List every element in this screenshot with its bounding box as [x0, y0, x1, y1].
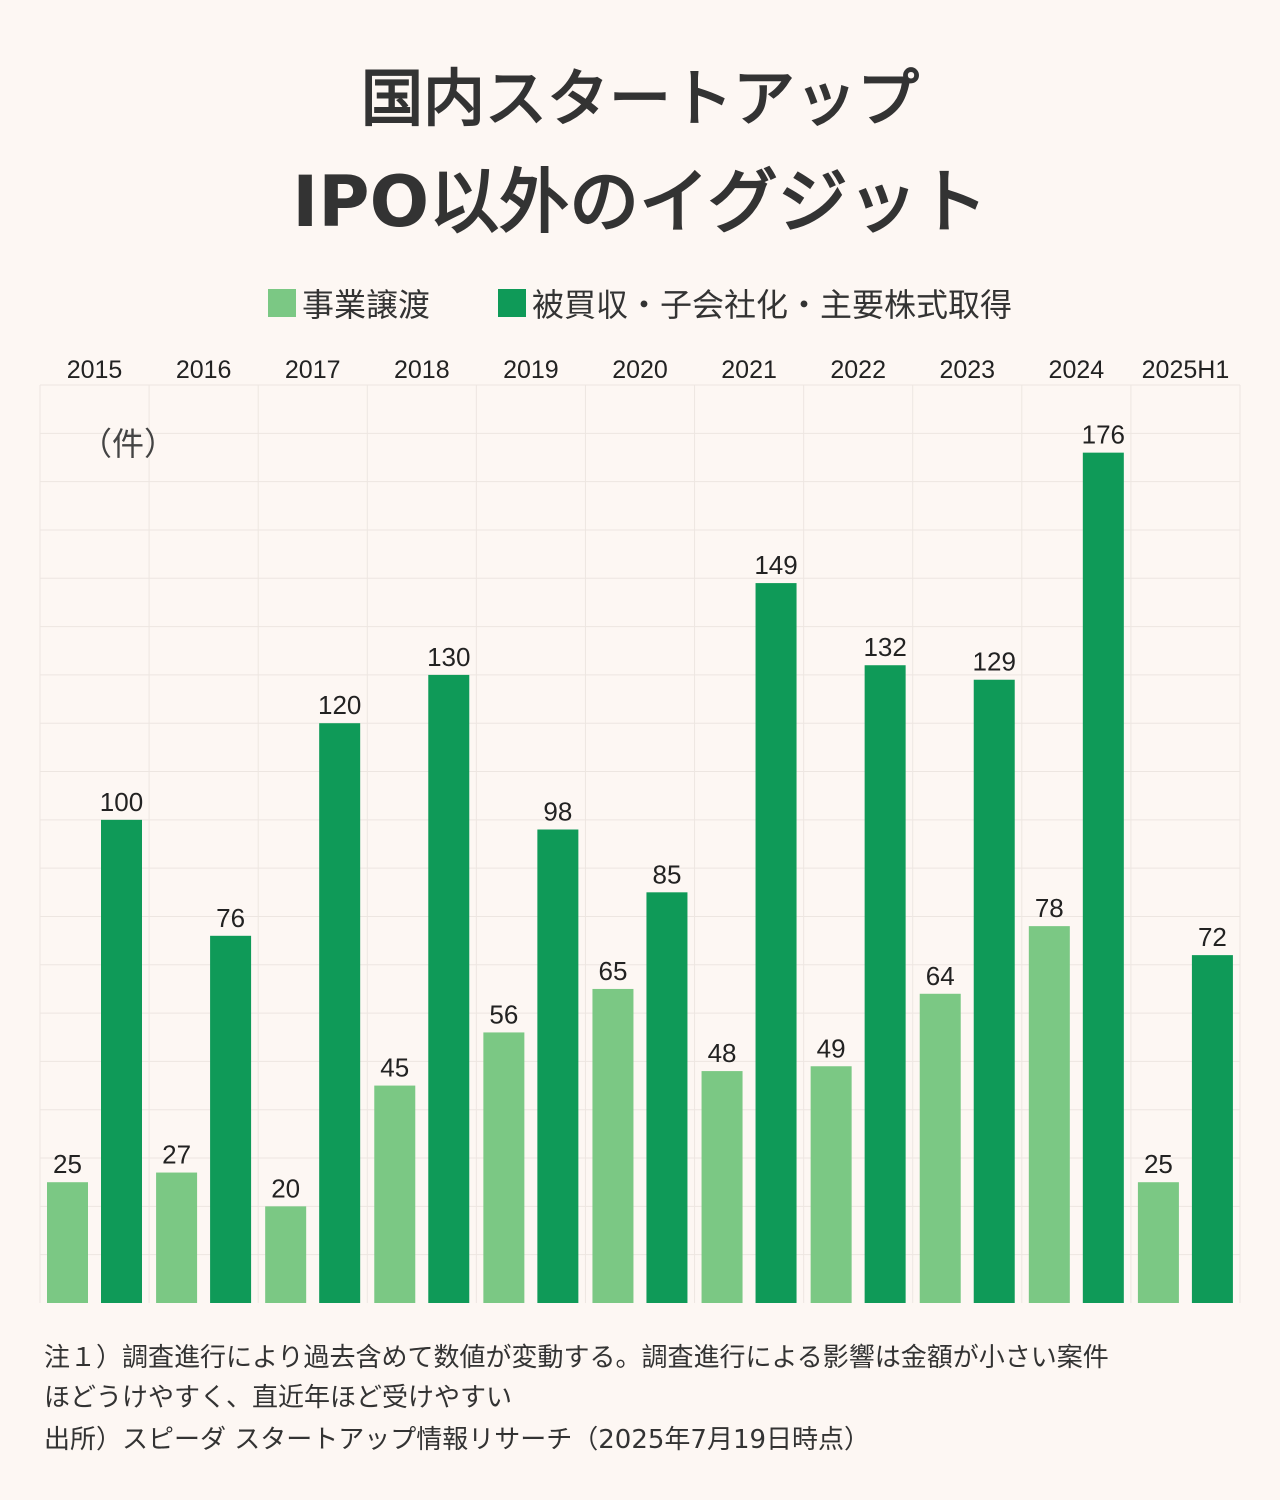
legend-swatch-dark-green — [498, 289, 526, 317]
source-note: 出所）スピーダ スタートアップ情報リサーチ（2025年7月19日時点） — [44, 1425, 871, 1455]
category-labels: 2015 2016 2017 2018 2019 2020 2021 2022 2023 2024… — [67, 356, 1230, 384]
data-label: 25 — [53, 1149, 82, 1179]
data-label: 132 — [863, 632, 906, 662]
bar-transfer — [483, 1032, 525, 1303]
data-label: 78 — [1035, 893, 1064, 923]
data-label: 129 — [973, 647, 1016, 677]
category-label: 2019 — [503, 356, 559, 384]
category-label: 2016 — [176, 356, 232, 384]
bar-acquisition — [973, 679, 1015, 1303]
category-label: 2021 — [721, 356, 777, 384]
bar-transfer — [919, 993, 961, 1303]
category-label: 2017 — [285, 356, 341, 384]
legend-label-acquisition: 被買収・子会社化・主要株式取得 — [532, 286, 1013, 324]
legend-label-transfer: 事業譲渡 — [301, 286, 430, 324]
category-label: 2025H1 — [1142, 356, 1230, 384]
category-label: 2022 — [830, 356, 886, 384]
data-label: 45 — [380, 1053, 409, 1083]
chart-title-line1: 国内スタートアップ — [360, 62, 919, 135]
bar-acquisition — [755, 583, 797, 1303]
category-label: 2018 — [394, 356, 450, 384]
legend-item-acquisition: 被買収・子会社化・主要株式取得 — [498, 280, 1012, 326]
bar-chart: 2015 2016 2017 2018 2019 2020 2021 2022 2023 2024… — [39, 356, 1241, 1303]
bar-transfer — [156, 1172, 198, 1303]
bar-acquisition — [210, 935, 252, 1303]
data-label: 85 — [652, 859, 681, 889]
data-label: 65 — [598, 956, 627, 986]
bar-acquisition — [537, 829, 579, 1303]
data-label: 98 — [543, 797, 572, 827]
data-label: 20 — [271, 1173, 300, 1203]
data-label: 49 — [817, 1033, 846, 1063]
data-label: 149 — [754, 550, 797, 580]
bar-acquisition — [319, 723, 361, 1303]
category-label: 2024 — [1049, 356, 1105, 384]
legend-item-transfer: 事業譲渡 — [267, 280, 430, 326]
data-label: 120 — [318, 690, 361, 720]
chart-title-line2: IPO以外のイグジット — [292, 161, 988, 243]
bar-transfer — [374, 1085, 416, 1303]
bar-acquisition — [101, 819, 142, 1303]
category-label: 2023 — [939, 356, 995, 384]
bar-transfer — [810, 1066, 852, 1303]
data-label: 25 — [1144, 1149, 1173, 1179]
bar-transfer — [1137, 1182, 1179, 1303]
category-label: 2015 — [67, 356, 123, 384]
bar-acquisition — [1082, 452, 1124, 1303]
legend: 事業譲渡 被買収・子会社化・主要株式取得 — [0, 280, 1280, 326]
category-label: 2020 — [612, 356, 668, 384]
legend-swatch-light-green — [267, 289, 296, 317]
data-label: 130 — [427, 642, 470, 672]
note-line-2: ほどうけやすく、直近年ほど受けやすい — [44, 1383, 513, 1413]
data-label: 27 — [162, 1140, 191, 1170]
data-label: 64 — [926, 961, 955, 991]
bar-acquisition — [864, 665, 906, 1303]
data-label: 76 — [216, 903, 245, 933]
bar-transfer — [265, 1206, 307, 1303]
data-label: 72 — [1198, 922, 1227, 952]
data-label: 100 — [100, 787, 143, 817]
data-label: 48 — [708, 1038, 737, 1068]
bar-transfer — [592, 988, 634, 1303]
data-label: 56 — [489, 999, 518, 1029]
bar-transfer — [47, 1182, 88, 1303]
data-labels: 25 100 27 76 20 120 45 130 56 98 65 85 48 149 49 132 64 1… — [53, 420, 1227, 1204]
bars — [47, 452, 1233, 1303]
data-label: 176 — [1082, 420, 1125, 450]
bar-acquisition — [1191, 955, 1233, 1303]
note-line-1: 注１）調査進行により過去含めて数値が変動する。調査進行による影響は金額が小さい案… — [44, 1343, 1109, 1373]
bar-transfer — [701, 1071, 743, 1303]
bar-transfer — [1028, 926, 1070, 1303]
unit-label: （件） — [80, 425, 176, 463]
bar-acquisition — [646, 892, 688, 1303]
bar-acquisition — [428, 674, 470, 1303]
